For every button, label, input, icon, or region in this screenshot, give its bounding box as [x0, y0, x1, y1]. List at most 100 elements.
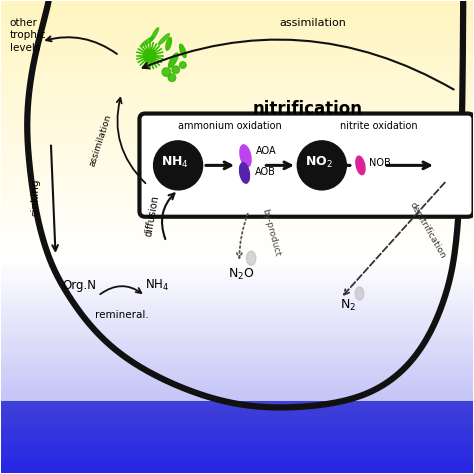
Text: AOB: AOB	[255, 166, 276, 176]
Bar	[1, 156, 473, 159]
Bar	[1, 393, 473, 396]
Bar	[1, 447, 473, 449]
Bar	[1, 221, 473, 224]
Ellipse shape	[141, 37, 154, 46]
Bar	[1, 406, 473, 409]
Bar	[1, 76, 473, 79]
Bar	[1, 436, 473, 438]
Bar	[1, 427, 473, 429]
Ellipse shape	[356, 156, 365, 174]
Bar	[1, 0, 473, 4]
Bar	[1, 313, 473, 316]
Bar	[1, 86, 473, 90]
Bar	[1, 161, 473, 164]
Bar	[1, 3, 473, 7]
Text: nitrification: nitrification	[253, 100, 363, 118]
Bar	[1, 13, 473, 17]
Bar	[1, 270, 473, 273]
Bar	[1, 434, 473, 437]
Bar	[1, 456, 473, 458]
Bar	[1, 453, 473, 456]
Bar	[1, 440, 473, 442]
Bar	[1, 117, 473, 120]
Bar	[1, 470, 473, 473]
Bar	[1, 237, 473, 240]
Bar	[1, 428, 473, 430]
Bar	[1, 218, 473, 222]
Bar	[1, 409, 473, 410]
Bar	[1, 329, 473, 333]
Bar	[1, 328, 473, 330]
Bar	[1, 336, 473, 339]
Bar	[1, 112, 473, 116]
Bar	[1, 63, 473, 66]
Bar	[1, 443, 473, 445]
Bar	[1, 442, 473, 445]
Bar	[1, 302, 473, 305]
Bar	[1, 342, 473, 346]
Bar	[1, 470, 473, 471]
Bar	[1, 332, 473, 335]
Bar	[1, 172, 473, 175]
Bar	[1, 309, 473, 311]
Bar	[1, 427, 473, 428]
Bar	[1, 197, 473, 201]
Bar	[1, 325, 473, 328]
Ellipse shape	[166, 37, 172, 50]
Bar	[1, 346, 473, 350]
Bar	[1, 420, 473, 422]
Bar	[1, 389, 473, 392]
Bar	[1, 89, 473, 92]
Bar	[1, 266, 473, 269]
Bar	[1, 8, 473, 12]
Bar	[1, 200, 473, 203]
Bar	[1, 414, 473, 416]
Bar	[1, 353, 473, 356]
Bar	[1, 94, 473, 97]
Bar	[1, 179, 473, 183]
Bar	[1, 404, 473, 406]
Bar	[1, 431, 473, 433]
Bar	[1, 419, 473, 420]
Bar	[1, 283, 473, 286]
Bar	[1, 417, 473, 419]
Text: assimilation: assimilation	[88, 113, 114, 168]
Bar	[1, 187, 473, 191]
Bar	[1, 410, 473, 411]
Bar	[1, 319, 473, 322]
Bar	[1, 27, 473, 30]
Text: sinking: sinking	[30, 178, 40, 216]
Bar	[1, 166, 473, 170]
Bar	[1, 429, 473, 432]
Bar	[1, 195, 473, 198]
Bar	[1, 239, 473, 242]
Bar	[1, 296, 473, 299]
Bar	[1, 364, 473, 366]
Bar	[1, 398, 473, 401]
Text: other
trophic
levels: other trophic levels	[10, 18, 46, 53]
Bar	[1, 408, 473, 411]
Bar	[1, 11, 473, 14]
Bar	[1, 436, 473, 438]
Bar	[1, 216, 473, 219]
Bar	[1, 421, 473, 424]
Bar	[1, 454, 473, 456]
Bar	[1, 60, 473, 64]
Bar	[1, 279, 473, 282]
Bar	[1, 140, 473, 144]
Bar	[1, 323, 473, 326]
Circle shape	[172, 66, 180, 73]
Bar	[1, 424, 473, 425]
Text: AOA: AOA	[256, 146, 276, 156]
Bar	[1, 264, 473, 267]
Text: ammonium oxidation: ammonium oxidation	[178, 121, 282, 131]
Bar	[1, 419, 473, 421]
Bar	[1, 228, 473, 232]
Bar	[1, 21, 473, 25]
Bar	[1, 471, 473, 473]
Bar	[1, 260, 473, 263]
Bar	[1, 383, 473, 386]
Bar	[1, 365, 473, 369]
Ellipse shape	[356, 287, 364, 300]
Bar	[1, 455, 473, 456]
